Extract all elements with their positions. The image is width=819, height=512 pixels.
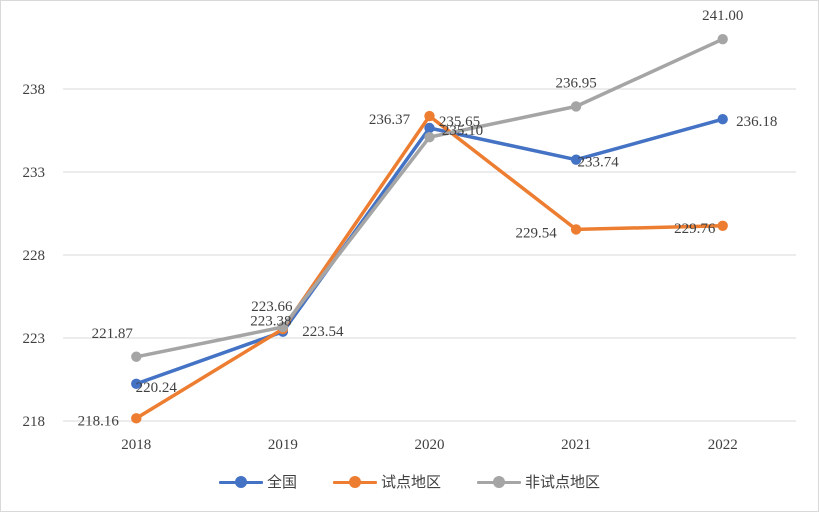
data-label-s2-2018: 221.87	[92, 326, 134, 342]
data-label-s0-2018: 220.24	[136, 380, 178, 396]
data-point-s2-2018	[131, 351, 142, 362]
x-tick-label-2018: 2018	[121, 437, 151, 453]
data-point-s2-2019	[277, 321, 289, 333]
data-point-s0-2022	[717, 114, 728, 125]
data-label-s1-2020: 236.37	[369, 112, 411, 128]
legend-swatch-pilot	[332, 474, 377, 490]
data-label-s0-2021: 233.74	[577, 155, 619, 171]
legend-label-non-pilot: 非试点地区	[525, 473, 601, 491]
y-tick-label-223: 223	[23, 331, 46, 347]
legend-swatch-national	[218, 474, 263, 490]
y-tick-label-228: 228	[23, 248, 46, 264]
data-label-s1-2022: 229.76	[674, 221, 716, 237]
y-tick-label-218: 218	[23, 414, 46, 430]
data-label-s2-2021: 236.95	[555, 75, 596, 91]
data-point-s0-2018	[131, 378, 142, 390]
data-point-s1-2018	[131, 413, 142, 424]
data-label-s0-2019: 223.38	[250, 314, 291, 330]
legend-item-non-pilot: 非试点地区	[477, 471, 600, 492]
x-tick-label-2021: 2021	[561, 437, 591, 453]
legend-label-national: 全国	[266, 473, 297, 491]
data-point-s2-2021	[570, 101, 582, 112]
data-label-s0-2020: 235.65	[439, 114, 480, 130]
line-chart: 218 223 228 233 238 2018 2019 2020 2021 2022 220.2…	[23, 8, 796, 453]
data-label-s1-2018: 218.16	[78, 413, 120, 429]
series-line-0	[134, 117, 725, 386]
data-point-s2-2022	[717, 34, 728, 45]
legend-item-national: 全国	[218, 471, 297, 492]
data-point-s2-2020	[424, 131, 435, 143]
data-point-s0-2020	[424, 122, 435, 134]
y-tick-label-233: 233	[23, 165, 46, 181]
data-label-s2-2019: 223.66	[251, 299, 293, 315]
series-line-2	[134, 37, 725, 359]
data-label-s2-2022: 241.00	[702, 8, 743, 24]
legend-swatch-non-pilot	[477, 474, 521, 490]
data-label-s2-2020: 235.10	[442, 123, 483, 139]
x-tick-label-2022: 2022	[708, 437, 738, 453]
x-tick-label-2019: 2019	[268, 437, 298, 453]
data-point-s1-2020	[424, 110, 435, 122]
data-point-s1-2022	[717, 220, 728, 231]
data-point-s0-2021	[570, 154, 582, 165]
legend: 全国 试点地区 非试点地区	[1, 471, 818, 492]
legend-label-pilot: 试点地区	[380, 473, 441, 491]
data-point-s1-2021	[570, 224, 582, 235]
data-label-s0-2022: 236.18	[736, 114, 777, 130]
data-label-s1-2019: 223.54	[302, 324, 344, 340]
data-label-s1-2021: 229.54	[515, 225, 557, 241]
x-tick-label-2020: 2020	[415, 437, 445, 453]
legend-item-pilot: 试点地区	[332, 471, 441, 492]
series-line-1	[134, 114, 725, 421]
y-tick-label-238: 238	[23, 82, 46, 98]
